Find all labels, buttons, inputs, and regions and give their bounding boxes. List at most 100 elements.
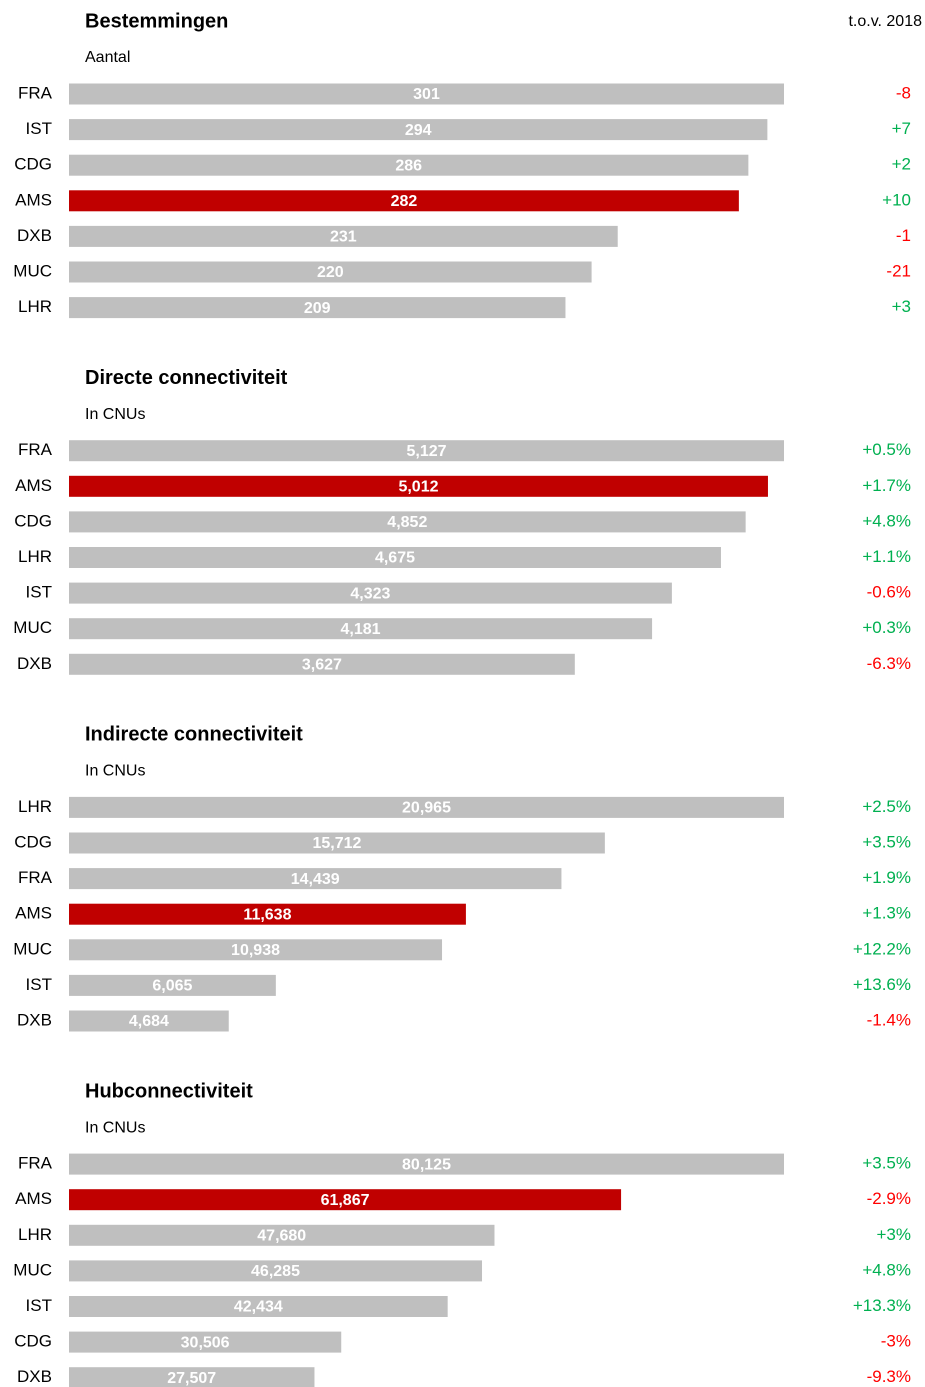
category-label: CDG: [14, 1332, 52, 1351]
category-label: LHR: [18, 547, 52, 566]
category-label: LHR: [18, 797, 52, 816]
value-label: 6,065: [152, 978, 192, 995]
value-label: 220: [317, 264, 344, 281]
change-label: -8: [896, 83, 911, 102]
bar: [69, 618, 653, 640]
change-label: -2.9%: [867, 1189, 911, 1208]
change-label: +7: [892, 119, 911, 138]
value-label: 282: [391, 193, 418, 210]
bar: [69, 261, 592, 283]
change-label: +4.8%: [862, 1260, 911, 1279]
value-label: 231: [330, 229, 357, 246]
comparison-label: t.o.v. 2018: [848, 13, 922, 30]
value-label: 11,638: [243, 906, 291, 923]
category-label: IST: [26, 119, 52, 138]
category-label: IST: [26, 1296, 52, 1315]
bar: [69, 1367, 315, 1387]
change-label: +2: [892, 155, 911, 174]
category-label: MUC: [13, 939, 52, 958]
change-label: -6.3%: [867, 654, 911, 673]
change-label: +13.3%: [853, 1296, 911, 1315]
value-label: 4,323: [350, 585, 390, 602]
bar: [69, 154, 749, 176]
category-label: CDG: [14, 832, 52, 851]
category-label: CDG: [14, 155, 52, 174]
category-label: DXB: [17, 1010, 52, 1029]
change-label: +1.7%: [862, 476, 911, 495]
bar: [69, 868, 562, 890]
change-label: -3%: [881, 1332, 911, 1351]
category-label: DXB: [17, 1367, 52, 1386]
bar: [69, 1296, 448, 1317]
value-label: 20,965: [402, 800, 451, 817]
change-label: +0.5%: [862, 440, 911, 459]
value-label: 5,012: [398, 479, 438, 496]
category-label: MUC: [13, 1260, 52, 1279]
panel-subtitle: In CNUs: [85, 406, 145, 423]
category-label: DXB: [17, 226, 52, 245]
value-label: 5,127: [406, 443, 446, 460]
change-label: +0.3%: [862, 618, 911, 637]
value-label: 27,507: [167, 1370, 216, 1387]
change-label: +1.1%: [862, 547, 911, 566]
category-label: FRA: [18, 440, 53, 459]
category-label: IST: [26, 583, 52, 602]
bar: [69, 297, 566, 319]
value-label: 3,627: [302, 657, 342, 674]
category-label: FRA: [18, 868, 53, 887]
category-label: FRA: [18, 83, 53, 102]
bar: [69, 1153, 784, 1175]
bar: [69, 225, 618, 247]
value-label: 209: [304, 300, 331, 317]
value-label: 294: [405, 122, 432, 139]
value-label: 46,285: [251, 1263, 300, 1280]
panel-title: Bestemmingen: [85, 10, 228, 32]
value-label: 4,675: [375, 550, 415, 567]
category-label: FRA: [18, 1154, 53, 1173]
bar: [69, 190, 739, 212]
category-label: CDG: [14, 511, 52, 530]
change-label: +4.8%: [862, 511, 911, 530]
value-label: 286: [395, 157, 422, 174]
change-label: +3: [892, 297, 911, 316]
bar: [69, 582, 672, 604]
change-label: -1.4%: [867, 1010, 911, 1029]
change-label: +3%: [877, 1225, 912, 1244]
value-label: 301: [413, 86, 440, 103]
panel-title: Hubconnectiviteit: [85, 1080, 253, 1102]
bar: [69, 119, 768, 141]
bar: [69, 974, 276, 996]
category-label: DXB: [17, 654, 52, 673]
bar: [69, 1010, 229, 1032]
category-label: IST: [26, 975, 52, 994]
category-label: LHR: [18, 1225, 52, 1244]
bar: [69, 653, 575, 675]
category-label: AMS: [15, 476, 52, 495]
value-label: 80,125: [402, 1156, 451, 1173]
value-label: 14,439: [291, 871, 340, 888]
value-label: 10,938: [231, 942, 280, 959]
category-label: AMS: [15, 190, 52, 209]
bar: [69, 903, 466, 925]
value-label: 47,680: [257, 1228, 306, 1245]
change-label: +10: [882, 190, 911, 209]
change-label: +12.2%: [853, 939, 911, 958]
bar: [69, 83, 784, 105]
category-label: AMS: [15, 904, 52, 923]
panel-subtitle: In CNUs: [85, 763, 145, 780]
bar: [69, 1224, 495, 1246]
category-label: MUC: [13, 618, 52, 637]
category-label: MUC: [13, 261, 52, 280]
change-label: +3.5%: [862, 1154, 911, 1173]
change-label: +3.5%: [862, 832, 911, 851]
bar: [69, 1260, 483, 1282]
value-label: 4,852: [387, 514, 427, 531]
bar: [69, 475, 768, 497]
bar: [69, 511, 746, 533]
value-label: 30,506: [181, 1334, 230, 1351]
panel-title: Directe connectiviteit: [85, 367, 288, 389]
category-label: LHR: [18, 297, 52, 316]
panel-subtitle: Aantal: [85, 49, 130, 66]
bar: [69, 796, 784, 818]
